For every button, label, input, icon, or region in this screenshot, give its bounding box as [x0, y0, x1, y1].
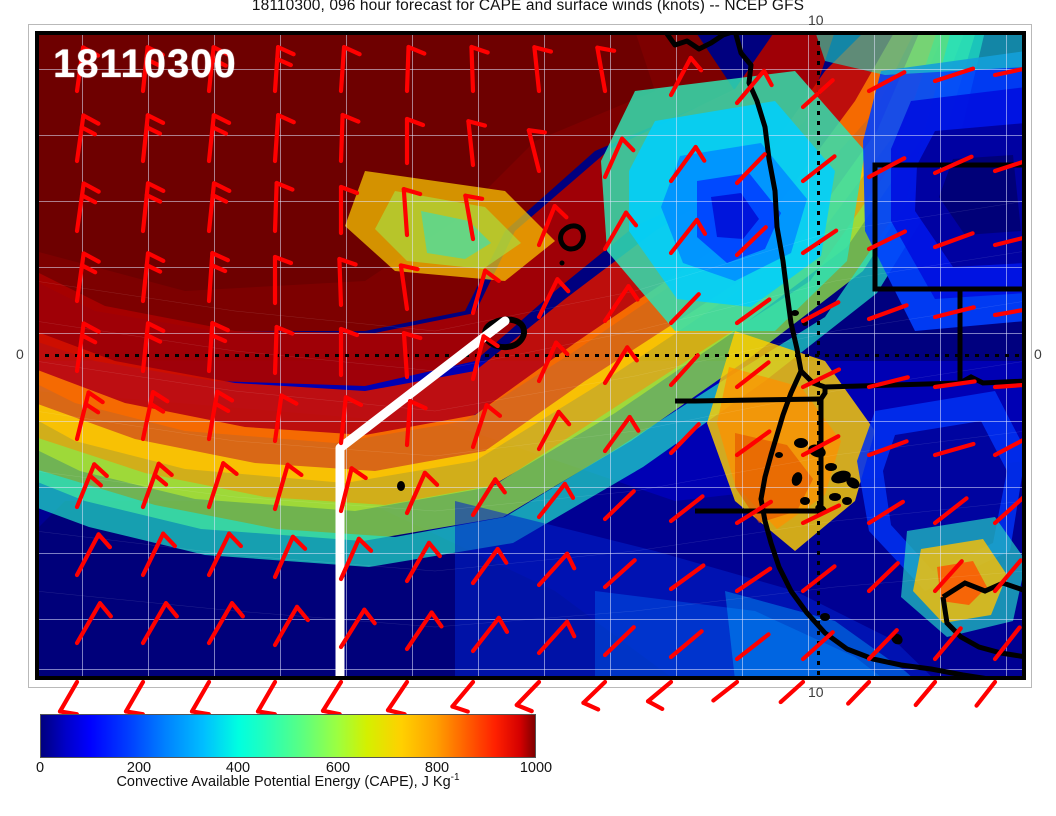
colorbar-title: Convective Available Potential Energy (C…: [40, 772, 536, 790]
meridian-line: [817, 31, 820, 680]
colorbar-tick: 800: [424, 760, 450, 776]
colorbar-title-exponent: -1: [450, 772, 460, 783]
colorbar[interactable]: 0 200 400 600 800 1000: [36, 714, 552, 776]
colorbar-tick: 400: [225, 760, 251, 776]
forecast-timestamp-stamp: 18110300: [53, 42, 237, 86]
white-transect-line: [335, 316, 510, 680]
axis-label-top: 10: [808, 12, 824, 28]
axis-label-left: 0: [16, 346, 24, 362]
figure-title: 18110300, 096 hour forecast for CAPE and…: [251, 0, 805, 14]
map-canvas[interactable]: 18110300: [35, 31, 1026, 680]
colorbar-tick: 200: [126, 760, 152, 776]
colorbar-tick: 0: [35, 760, 45, 776]
equator-line: [35, 354, 1026, 357]
axis-label-right: 0: [1034, 346, 1042, 362]
colorbar-gradient: [40, 714, 536, 758]
colorbar-title-text: Convective Available Potential Energy (C…: [116, 773, 451, 790]
axis-label-bottom: 10: [808, 684, 824, 700]
colorbar-tick: 1000: [519, 760, 553, 776]
wind-barb-field: [74, 44, 1026, 662]
colorbar-tick: 600: [325, 760, 351, 776]
